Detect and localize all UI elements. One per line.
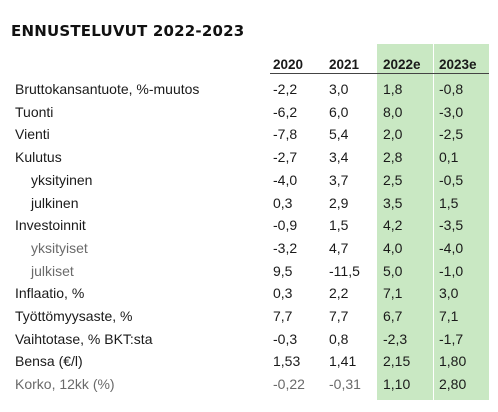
- cell-2021: 3,7: [329, 172, 349, 188]
- cell-2021: 2,9: [329, 195, 349, 211]
- cell-2023e: -2,5: [439, 126, 464, 142]
- cell-2022e: 2,8: [383, 149, 403, 165]
- cell-2023e: -0,5: [439, 172, 464, 188]
- cell-2020: -2,2: [273, 81, 298, 97]
- column-header-2023e: 2023e: [439, 57, 477, 72]
- cell-2020: -0,3: [273, 331, 298, 347]
- row-label: yksityiset: [31, 240, 88, 256]
- cell-2022e: 8,0: [383, 104, 403, 120]
- cell-2020: -2,7: [273, 149, 298, 165]
- row-label: Vaihtotase, % BKT:sta: [15, 331, 153, 347]
- cell-2020: 9,5: [273, 263, 293, 279]
- cell-2020: 0,3: [273, 285, 293, 301]
- cell-2023e: -3,0: [439, 104, 464, 120]
- cell-2021: 3,0: [329, 81, 349, 97]
- cell-2023e: 3,0: [439, 285, 459, 301]
- row-label: Bensa (€/l): [15, 353, 83, 369]
- table-title: ENNUSTELUVUT 2022-2023: [11, 22, 245, 40]
- row-label: Kulutus: [15, 149, 62, 165]
- row-label: Vienti: [15, 126, 50, 142]
- cell-2023e: -1,0: [439, 263, 464, 279]
- cell-2023e: -4,0: [439, 240, 464, 256]
- cell-2023e: -1,7: [439, 331, 464, 347]
- cell-2020: -7,8: [273, 126, 298, 142]
- row-label: Korko, 12kk (%): [15, 376, 115, 392]
- header-rule: [270, 73, 489, 74]
- row-label: Investoinnit: [15, 217, 86, 233]
- cell-2020: -0,22: [273, 376, 305, 392]
- cell-2023e: -0,8: [439, 81, 464, 97]
- cell-2020: -0,9: [273, 217, 298, 233]
- cell-2022e: 1,8: [383, 81, 403, 97]
- cell-2022e: 4,0: [383, 240, 403, 256]
- cell-2022e: 1,10: [383, 376, 411, 392]
- cell-2023e: 0,1: [439, 149, 459, 165]
- cell-2020: 1,53: [273, 353, 301, 369]
- row-label: Inflaatio, %: [15, 285, 85, 301]
- forecast-column-divider: [433, 44, 434, 400]
- cell-2021: 7,7: [329, 308, 349, 324]
- cell-2023e: 7,1: [439, 308, 459, 324]
- row-label: julkiset: [31, 263, 74, 279]
- cell-2021: 1,41: [329, 353, 357, 369]
- row-label: julkinen: [31, 195, 79, 211]
- cell-2020: -3,2: [273, 240, 298, 256]
- cell-2020: -6,2: [273, 104, 298, 120]
- cell-2021: 0,8: [329, 331, 349, 347]
- row-label: Tuonti: [15, 104, 54, 120]
- cell-2022e: 6,7: [383, 308, 403, 324]
- cell-2023e: 1,5: [439, 195, 459, 211]
- cell-2022e: 3,5: [383, 195, 403, 211]
- column-header-2021: 2021: [329, 57, 360, 72]
- cell-2021: 5,4: [329, 126, 349, 142]
- cell-2022e: -2,3: [383, 331, 408, 347]
- cell-2022e: 4,2: [383, 217, 403, 233]
- cell-2023e: 1,80: [439, 353, 467, 369]
- row-label: Bruttokansantuote, %-muutos: [15, 81, 200, 97]
- cell-2022e: 2,0: [383, 126, 403, 142]
- cell-2023e: -3,5: [439, 217, 464, 233]
- cell-2022e: 2,15: [383, 353, 411, 369]
- row-label: yksityinen: [31, 172, 93, 188]
- cell-2022e: 5,0: [383, 263, 403, 279]
- cell-2021: 4,7: [329, 240, 349, 256]
- cell-2021: -0,31: [329, 376, 361, 392]
- cell-2022e: 7,1: [383, 285, 403, 301]
- cell-2020: 0,3: [273, 195, 293, 211]
- cell-2021: -11,5: [329, 263, 360, 279]
- cell-2023e: 2,80: [439, 376, 467, 392]
- cell-2020: 7,7: [273, 308, 293, 324]
- cell-2021: 1,5: [329, 217, 349, 233]
- row-label: Työttömyysaste, %: [15, 308, 133, 324]
- cell-2020: -4,0: [273, 172, 298, 188]
- column-header-2022e: 2022e: [383, 57, 421, 72]
- cell-2021: 2,2: [329, 285, 349, 301]
- cell-2021: 3,4: [329, 149, 349, 165]
- cell-2021: 6,0: [329, 104, 349, 120]
- cell-2022e: 2,5: [383, 172, 403, 188]
- column-header-2020: 2020: [273, 57, 304, 72]
